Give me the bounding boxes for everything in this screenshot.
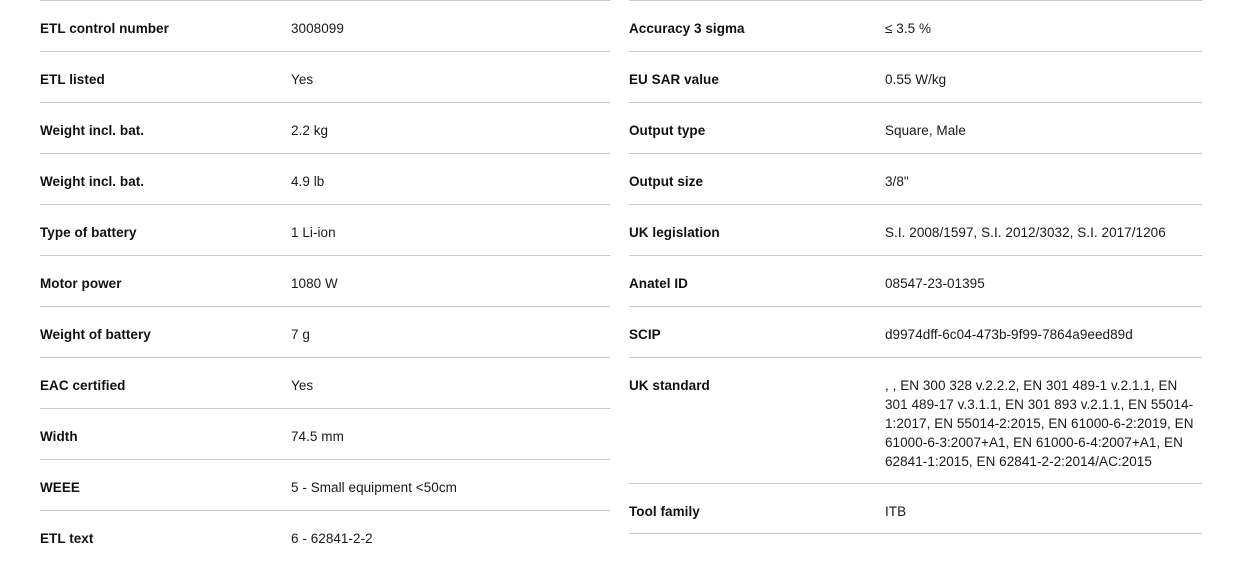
- spec-label: Width: [40, 429, 78, 444]
- spec-label: SCIP: [629, 327, 661, 342]
- spec-value: Square, Male: [885, 123, 966, 138]
- spec-label: ETL control number: [40, 21, 169, 36]
- spec-label: WEEE: [40, 480, 80, 495]
- spec-value: 1 Li-ion: [291, 225, 336, 240]
- spec-row: WEEE 5 - Small equipment <50cm: [40, 459, 610, 510]
- spec-value: 4.9 lb: [291, 174, 325, 189]
- spec-label: Weight incl. bat.: [40, 123, 145, 138]
- spec-label: Output size: [629, 174, 704, 189]
- spec-column-right: Accuracy 3 sigma ≤ 3.5 % EU SAR value 0.…: [620, 0, 1241, 534]
- spec-label: EU SAR value: [629, 72, 719, 87]
- spec-label: UK legislation: [629, 225, 720, 240]
- spec-row: EU SAR value 0.55 W/kg: [629, 51, 1202, 102]
- spec-row: Weight incl. bat. 4.9 lb: [40, 153, 610, 204]
- spec-label: UK standard: [629, 378, 710, 393]
- spec-row: SCIP d9974dff-6c04-473b-9f99-7864a9eed89…: [629, 306, 1202, 357]
- spec-value: 2.2 kg: [291, 123, 329, 138]
- spec-row: Accuracy 3 sigma ≤ 3.5 %: [629, 0, 1202, 51]
- spec-value: S.I. 2008/1597, S.I. 2012/3032, S.I. 201…: [885, 225, 1166, 240]
- spec-row: Type of battery 1 Li-ion: [40, 204, 610, 255]
- spec-row: Output type Square, Male: [629, 102, 1202, 153]
- spec-value: 6 - 62841-2-2: [291, 531, 373, 546]
- spec-value: , , EN 300 328 v.2.2.2, EN 301 489-1 v.2…: [885, 378, 1194, 469]
- spec-value: d9974dff-6c04-473b-9f99-7864a9eed89d: [885, 327, 1133, 342]
- spec-label: EAC certified: [40, 378, 126, 393]
- spec-row: Weight of battery 7 g: [40, 306, 610, 357]
- spec-label: Weight incl. bat.: [40, 174, 145, 189]
- spec-row: Anatel ID 08547-23-01395: [629, 255, 1202, 306]
- spec-label: Output type: [629, 123, 706, 138]
- spec-label: Anatel ID: [629, 276, 688, 291]
- spec-value: 3008099: [291, 21, 344, 36]
- spec-value: 5 - Small equipment <50cm: [291, 480, 457, 495]
- spec-row: ETL control number 3008099: [40, 0, 610, 51]
- spec-value: 1080 W: [291, 276, 338, 291]
- spec-label: ETL listed: [40, 72, 105, 87]
- spec-row: ETL text 6 - 62841-2-2: [40, 510, 610, 561]
- spec-value: ITB: [885, 504, 907, 519]
- spec-label: Motor power: [40, 276, 122, 291]
- spec-row: UK standard , , EN 300 328 v.2.2.2, EN 3…: [629, 357, 1202, 483]
- spec-row: Motor power 1080 W: [40, 255, 610, 306]
- spec-label: ETL text: [40, 531, 94, 546]
- spec-label: Tool family: [629, 504, 700, 519]
- spec-row: Output size 3/8": [629, 153, 1202, 204]
- spec-value: Yes: [291, 378, 314, 393]
- spec-value: 08547-23-01395: [885, 276, 985, 291]
- spec-value: Yes: [291, 72, 314, 87]
- spec-column-left: ETL control number 3008099 ETL listed Ye…: [0, 0, 620, 561]
- spec-row: Width 74.5 mm: [40, 408, 610, 459]
- spec-row: UK legislation S.I. 2008/1597, S.I. 2012…: [629, 204, 1202, 255]
- spec-value: 0.55 W/kg: [885, 72, 947, 87]
- spec-row: Tool family ITB: [629, 483, 1202, 534]
- spec-value: 74.5 mm: [291, 429, 344, 444]
- spec-value: 7 g: [291, 327, 310, 342]
- spec-label: Type of battery: [40, 225, 137, 240]
- spec-label: Accuracy 3 sigma: [629, 21, 745, 36]
- spec-value: 3/8": [885, 174, 909, 189]
- spec-row: Weight incl. bat. 2.2 kg: [40, 102, 610, 153]
- spec-value: ≤ 3.5 %: [885, 21, 932, 36]
- spec-row: EAC certified Yes: [40, 357, 610, 408]
- spec-row: ETL listed Yes: [40, 51, 610, 102]
- spec-label: Weight of battery: [40, 327, 151, 342]
